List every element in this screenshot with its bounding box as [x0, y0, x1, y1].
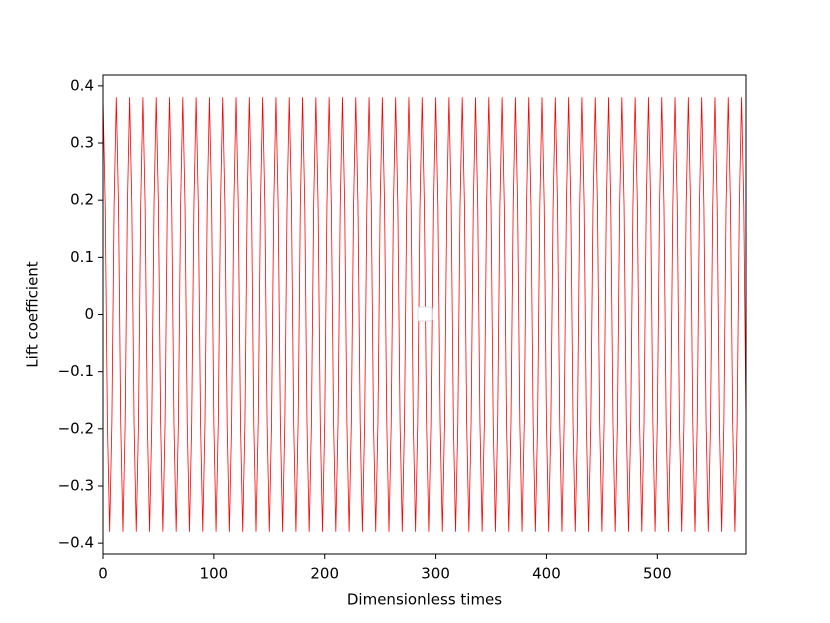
x-tick-label: 300	[421, 565, 450, 583]
x-axis-label: Dimensionless times	[347, 591, 502, 609]
line-series	[103, 97, 746, 532]
y-tick-label: 0	[84, 305, 94, 323]
y-tick-label: −0.4	[58, 534, 94, 552]
y-tick-label: 0.3	[70, 134, 94, 152]
y-tick-label: 0.4	[70, 76, 94, 94]
axes-frame	[102, 74, 747, 555]
x-tick-label: 200	[310, 565, 339, 583]
x-tick-label: 100	[200, 565, 229, 583]
y-axis-label: Lift coefficient	[24, 261, 42, 367]
legend	[417, 306, 433, 322]
y-tick-label: 0.1	[70, 248, 94, 266]
x-tick-label: 500	[643, 565, 672, 583]
y-tick-label: −0.3	[58, 476, 94, 494]
y-tick-label: 0.2	[70, 191, 94, 209]
y-tick-label: −0.1	[58, 362, 94, 380]
y-tick-label: −0.2	[58, 419, 94, 437]
x-tick-label: 400	[532, 565, 561, 583]
x-tick-label: 0	[98, 565, 108, 583]
